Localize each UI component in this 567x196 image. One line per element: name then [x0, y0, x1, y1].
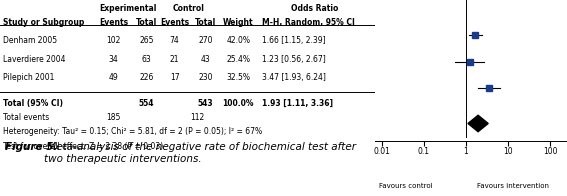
Text: Test for overall effect: Z = 2.38 (P = 0.03): Test for overall effect: Z = 2.38 (P = 0…: [3, 142, 163, 151]
Text: 543: 543: [197, 99, 213, 108]
Text: 554: 554: [138, 99, 154, 108]
Text: Weight: Weight: [223, 18, 253, 27]
Text: 42.0%: 42.0%: [226, 36, 250, 45]
Text: Experimental: Experimental: [99, 4, 156, 13]
Polygon shape: [468, 115, 488, 132]
Text: 112: 112: [190, 113, 205, 122]
Text: Study or Subgroup: Study or Subgroup: [3, 18, 84, 27]
Text: Laverdiere 2004: Laverdiere 2004: [3, 55, 65, 64]
Text: Favours control: Favours control: [379, 183, 433, 190]
Text: Pilepich 2001: Pilepich 2001: [3, 73, 54, 82]
Text: Heterogeneity: Tau² = 0.15; Chi² = 5.81, df = 2 (P = 0.05); I² = 67%: Heterogeneity: Tau² = 0.15; Chi² = 5.81,…: [3, 127, 262, 136]
Text: M-H, Random, 95% CI: M-H, Random, 95% CI: [262, 18, 355, 27]
Text: 226: 226: [139, 73, 154, 82]
Text: 100.0%: 100.0%: [222, 99, 254, 108]
Text: 1.66 [1.15, 2.39]: 1.66 [1.15, 2.39]: [262, 36, 325, 45]
Text: 63: 63: [141, 55, 151, 64]
Text: Total: Total: [194, 18, 216, 27]
Text: 230: 230: [198, 73, 213, 82]
Text: 270: 270: [198, 36, 213, 45]
Text: 49: 49: [108, 73, 119, 82]
Text: 102: 102: [106, 36, 121, 45]
Text: 265: 265: [139, 36, 154, 45]
Text: Control: Control: [172, 4, 204, 13]
Text: Denham 2005: Denham 2005: [3, 36, 57, 45]
Text: Events: Events: [99, 18, 128, 27]
Text: Favours intervention: Favours intervention: [477, 183, 549, 190]
Text: Events: Events: [160, 18, 189, 27]
Text: 185: 185: [106, 113, 121, 122]
Text: 21: 21: [170, 55, 179, 64]
Text: Figure 5.: Figure 5.: [5, 142, 57, 152]
Text: 34: 34: [108, 55, 119, 64]
Text: 32.5%: 32.5%: [226, 73, 250, 82]
Text: 1.93 [1.11, 3.36]: 1.93 [1.11, 3.36]: [262, 99, 333, 108]
Text: Meta-analysis of the negative rate of biochemical test after
two therapeutic int: Meta-analysis of the negative rate of bi…: [44, 142, 356, 164]
Text: 25.4%: 25.4%: [226, 55, 250, 64]
Text: Total events: Total events: [3, 113, 49, 122]
Text: 17: 17: [170, 73, 179, 82]
Text: Total: Total: [136, 18, 157, 27]
Text: 1.23 [0.56, 2.67]: 1.23 [0.56, 2.67]: [262, 55, 325, 64]
Text: Total (95% CI): Total (95% CI): [3, 99, 63, 108]
Text: Odds Ratio: Odds Ratio: [291, 4, 338, 13]
Text: M-H, Random, 95% CI: M-H, Random, 95% CI: [424, 18, 517, 27]
Text: 43: 43: [200, 55, 210, 64]
Text: Odds Ratio: Odds Ratio: [447, 4, 494, 13]
Text: 3.47 [1.93, 6.24]: 3.47 [1.93, 6.24]: [262, 73, 326, 82]
Text: 74: 74: [170, 36, 180, 45]
